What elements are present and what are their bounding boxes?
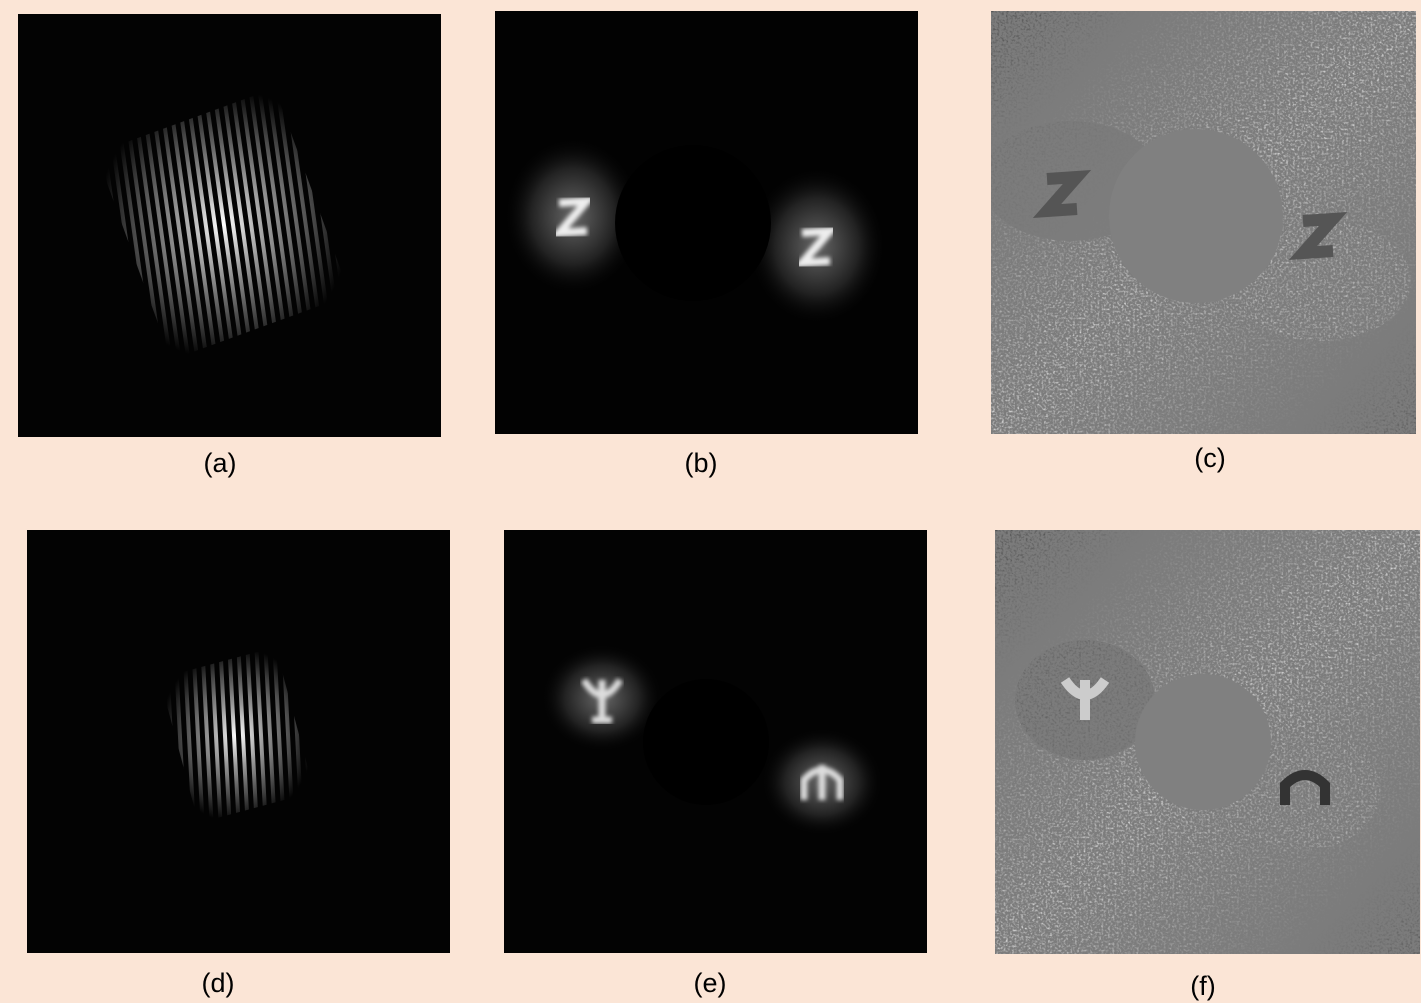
figure: (a) (b) (c) (d) (e) (f) (() => { const d… — [0, 0, 1421, 1003]
panel-label: (f) — [1153, 971, 1253, 1002]
panel-label: (a) — [170, 448, 270, 479]
panel-label: (e) — [660, 968, 760, 999]
panel-label: (b) — [651, 448, 751, 479]
panel-label: (c) — [1160, 443, 1260, 474]
phase-image — [995, 530, 1420, 954]
hologram-image — [18, 14, 441, 437]
reconstruction-image — [504, 530, 927, 953]
phase-image — [991, 11, 1416, 434]
reconstruction-image — [495, 11, 918, 434]
hologram-image — [27, 530, 450, 953]
panel-label: (d) — [168, 968, 268, 999]
